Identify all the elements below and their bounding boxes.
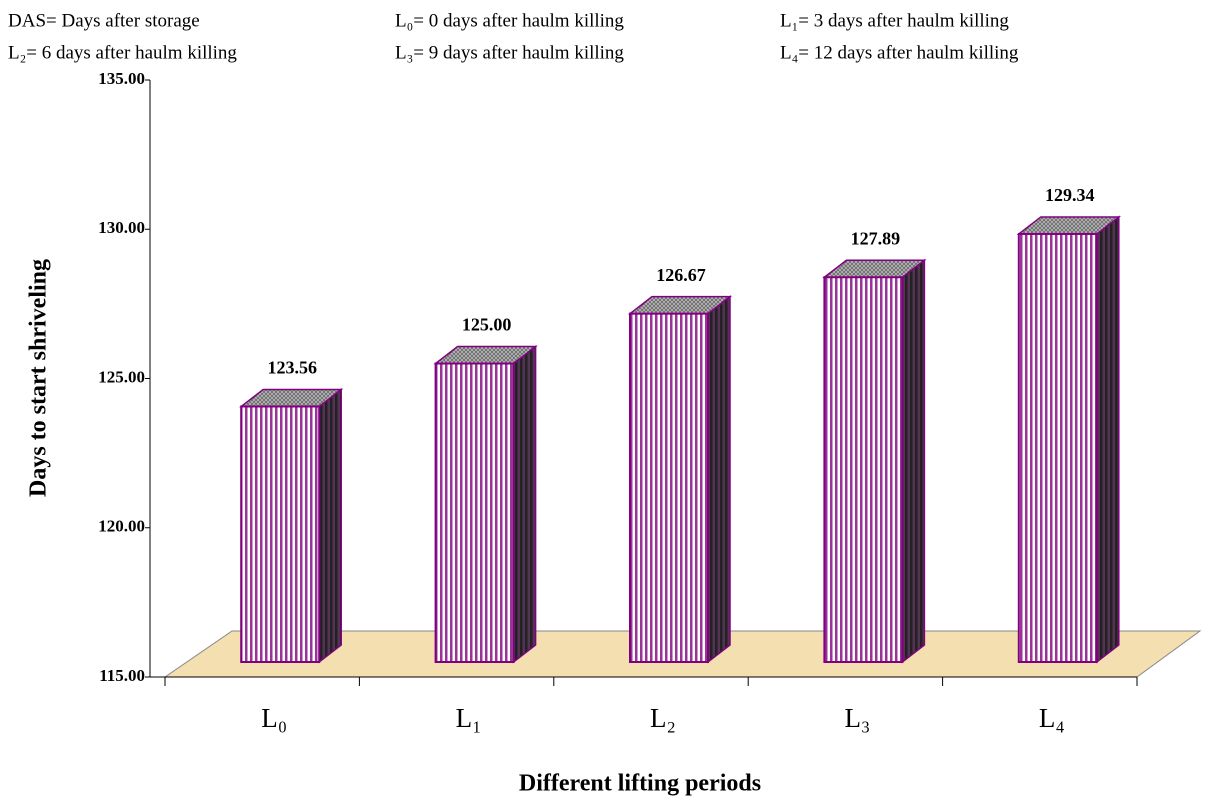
x-tick-label: L₁	[456, 703, 482, 733]
bar	[240, 405, 321, 664]
note: L₁= 3 days after haulm killing	[780, 10, 1009, 31]
y-tick-label: 120.00	[98, 517, 145, 536]
bar	[629, 312, 709, 663]
bar-side	[318, 387, 342, 664]
y-tick-label: 125.00	[98, 367, 145, 386]
x-tick-label: L₄	[1039, 703, 1065, 733]
note: L₂= 6 days after haulm killing	[8, 42, 237, 63]
bar-side	[901, 258, 926, 664]
bar-side	[1096, 215, 1120, 664]
note: L₃= 9 days after haulm killing	[395, 42, 624, 63]
value-label: 129.34	[1045, 185, 1095, 205]
bar	[823, 276, 904, 663]
note: L₄= 12 days after haulm killing	[780, 42, 1019, 63]
value-label: 125.00	[462, 315, 512, 335]
value-label: 123.56	[267, 358, 317, 378]
x-tick-label: L₀	[261, 703, 287, 733]
y-tick-label: 130.00	[98, 218, 145, 237]
value-label: 126.67	[656, 265, 706, 285]
y-tick-label: 115.00	[99, 666, 145, 685]
bar-side	[512, 344, 537, 664]
x-axis-title: Different lifting periods	[519, 771, 761, 797]
x-tick-label: L₂	[650, 703, 676, 733]
value-label: 127.89	[851, 228, 901, 248]
note: L₀= 0 days after haulm killing	[395, 10, 624, 31]
y-axis-title: Days to start shriveling	[26, 259, 52, 497]
bar	[434, 362, 515, 663]
bar-side	[707, 295, 731, 664]
y-tick-label: 135.00	[98, 69, 145, 88]
x-tick-label: L₃	[844, 703, 870, 733]
bar	[1017, 232, 1098, 664]
note: DAS= Days after storage	[8, 10, 200, 31]
